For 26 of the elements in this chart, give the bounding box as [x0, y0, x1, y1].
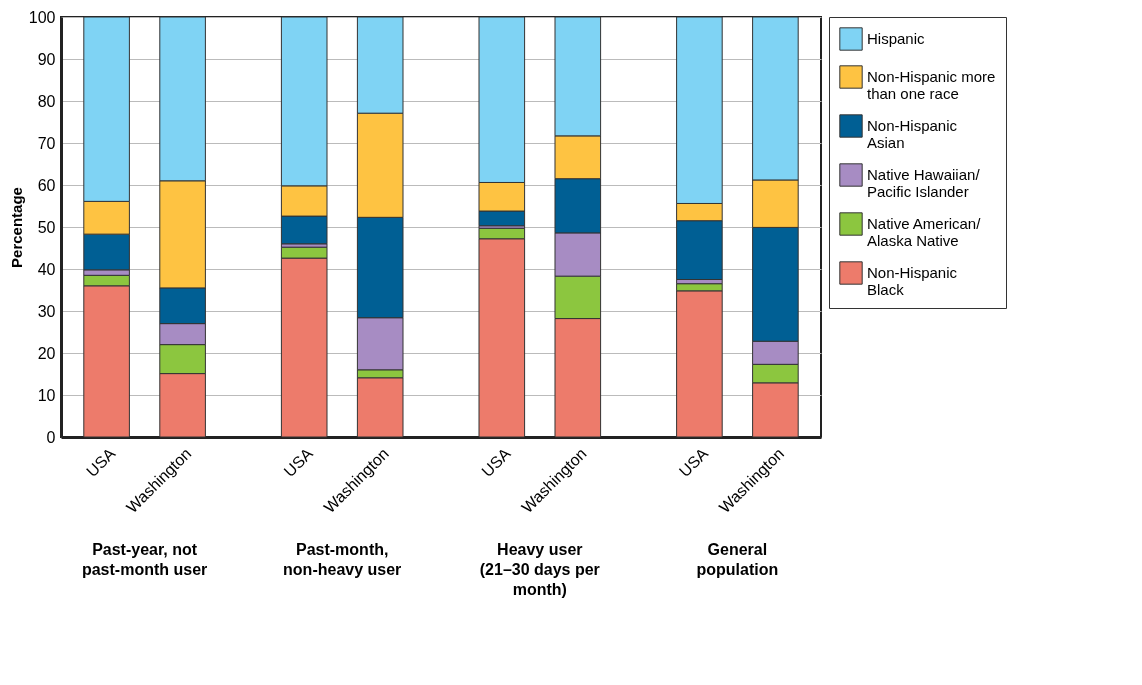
y-tick-label: 30	[37, 302, 56, 320]
legend-label: Hispanic	[867, 30, 926, 47]
y-tick-label: 20	[37, 344, 56, 362]
text: General population	[696, 541, 779, 578]
y-tick-label: 70	[37, 134, 56, 152]
text: Past-month, non-heavy user	[283, 541, 402, 578]
x-tick-label: USA	[478, 444, 514, 481]
y-tick-label: 90	[37, 50, 56, 68]
x-tick-label: USA	[83, 444, 119, 481]
x-tick-label: USA	[280, 444, 317, 481]
y-tick-label: 80	[37, 92, 56, 110]
legend-label: Non-Hispanic more than one race	[867, 68, 996, 102]
legend-label: Non-Hispanic Asian	[867, 117, 958, 151]
y-tick-label: 60	[37, 176, 56, 194]
y-axis-title: Percentage	[7, 187, 25, 268]
legend-label: Native Hawaiian/ Pacific Islander	[867, 166, 981, 200]
text: Heavy user (21–30 days per month)	[479, 541, 600, 598]
text: Past-year, not past-month user	[81, 541, 208, 578]
legend-label: Non-Hispanic Black	[867, 264, 958, 298]
y-tick-label: 10	[37, 386, 56, 404]
y-tick-label: 40	[37, 260, 56, 278]
y-tick-label: 0	[46, 428, 56, 446]
x-tick-label: USA	[675, 444, 712, 481]
y-tick-label: 100	[28, 8, 56, 26]
y-tick-label: 50	[37, 218, 56, 236]
legend-label: Native American/ Alaska Native	[867, 215, 982, 249]
